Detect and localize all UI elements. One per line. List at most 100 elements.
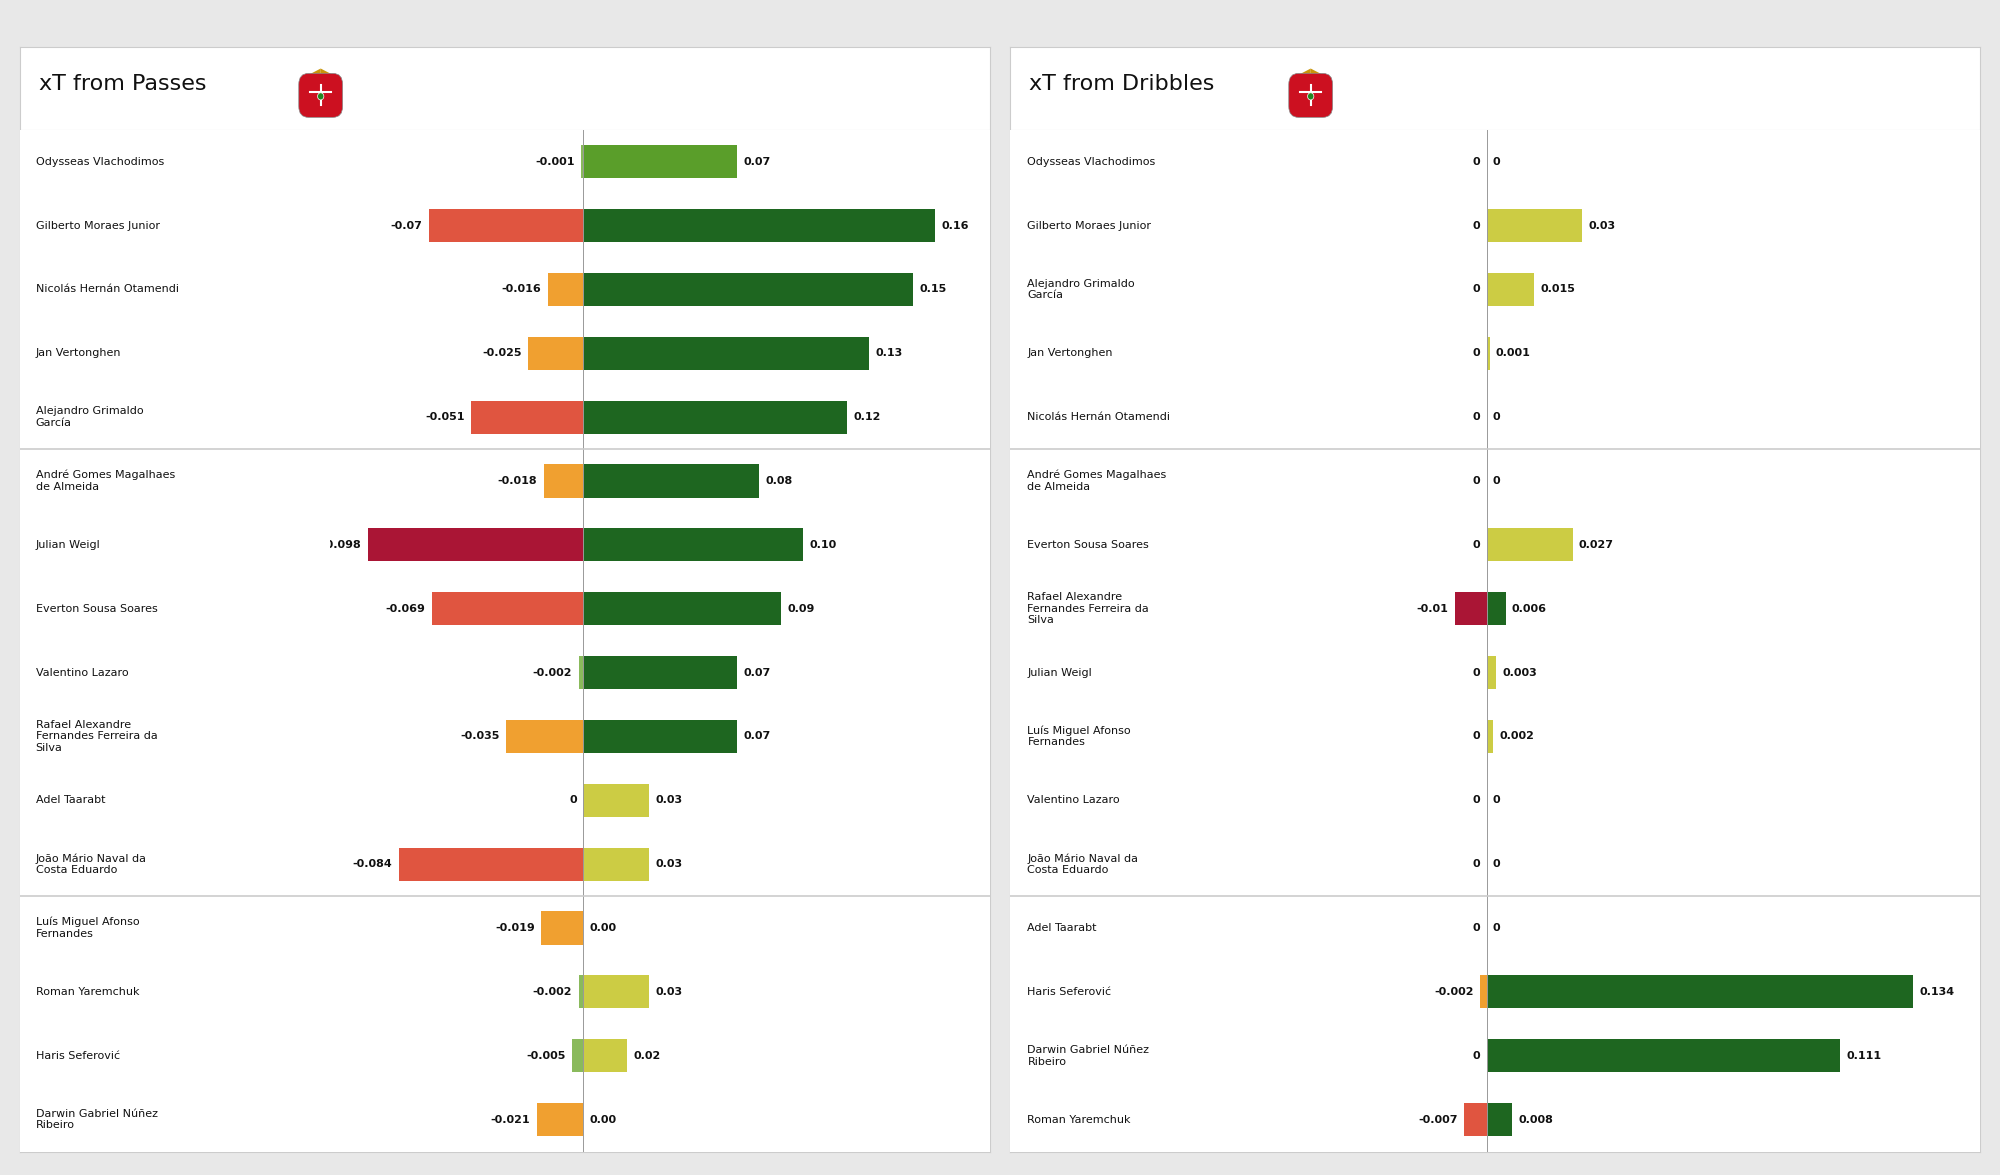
Text: 0: 0 [1492, 795, 1500, 805]
Text: 0.15: 0.15 [920, 284, 946, 295]
Bar [1486, 1103, 1512, 1136]
Text: Roman Yaremchuk: Roman Yaremchuk [36, 987, 140, 996]
Text: 0.001: 0.001 [1496, 348, 1530, 358]
Text: João Mário Naval da
Costa Eduardo: João Mário Naval da Costa Eduardo [36, 853, 146, 875]
Text: -0.035: -0.035 [460, 732, 500, 741]
Bar [578, 656, 584, 690]
Bar [584, 592, 782, 625]
Bar [472, 401, 584, 434]
Text: xT from Passes: xT from Passes [40, 74, 206, 94]
Bar [1480, 975, 1486, 1008]
Bar [1486, 273, 1534, 306]
Text: 0.07: 0.07 [744, 667, 770, 678]
Text: -0.025: -0.025 [482, 348, 522, 358]
Bar [1454, 592, 1486, 625]
Text: 0.002: 0.002 [1500, 732, 1534, 741]
Text: 0.008: 0.008 [1518, 1115, 1554, 1124]
Bar [584, 720, 738, 753]
Bar [584, 975, 650, 1008]
Text: 0.027: 0.027 [1578, 539, 1614, 550]
Text: Everton Sousa Soares: Everton Sousa Soares [1028, 539, 1150, 550]
Bar [584, 401, 848, 434]
Bar [1486, 975, 1914, 1008]
Text: Luís Miguel Afonso
Fernandes: Luís Miguel Afonso Fernandes [36, 916, 140, 939]
Bar [584, 146, 738, 179]
Text: 0.12: 0.12 [854, 412, 882, 422]
Text: Gilberto Moraes Junior: Gilberto Moraes Junior [1028, 221, 1152, 230]
Text: 0: 0 [1492, 412, 1500, 422]
Bar [544, 464, 584, 498]
Text: 0.00: 0.00 [590, 1115, 616, 1124]
Bar [1486, 592, 1506, 625]
Bar [398, 847, 584, 881]
Bar [1486, 1039, 1840, 1073]
Bar [506, 720, 584, 753]
Text: -0.007: -0.007 [1418, 1115, 1458, 1124]
Bar [1486, 656, 1496, 690]
Text: 0.09: 0.09 [788, 604, 816, 613]
Text: 0.00: 0.00 [590, 924, 616, 933]
Bar [1464, 1103, 1486, 1136]
Text: 0: 0 [1472, 156, 1480, 167]
Bar [584, 656, 738, 690]
Bar [432, 592, 584, 625]
Text: Nicolás Hernán Otamendi: Nicolás Hernán Otamendi [1028, 412, 1170, 422]
Text: -0.018: -0.018 [498, 476, 538, 486]
Text: Adel Taarabt: Adel Taarabt [36, 795, 106, 805]
Circle shape [1308, 93, 1314, 100]
Bar [542, 912, 584, 945]
Bar [1486, 337, 1490, 370]
Text: 0: 0 [1472, 924, 1480, 933]
Bar [548, 273, 584, 306]
Text: 0.07: 0.07 [744, 732, 770, 741]
Text: xT from Dribbles: xT from Dribbles [1030, 74, 1214, 94]
Text: 0: 0 [1472, 221, 1480, 230]
Text: 0.02: 0.02 [634, 1050, 662, 1061]
Bar [584, 273, 914, 306]
Text: Valentino Lazaro: Valentino Lazaro [36, 667, 128, 678]
Bar [572, 1039, 584, 1073]
Text: -0.002: -0.002 [1434, 987, 1474, 996]
Text: João Mário Naval da
Costa Eduardo: João Mário Naval da Costa Eduardo [1028, 853, 1138, 875]
Bar [538, 1103, 584, 1136]
Text: -0.019: -0.019 [496, 924, 534, 933]
Text: 0.07: 0.07 [744, 156, 770, 167]
Bar [584, 209, 936, 242]
Bar [584, 1039, 628, 1073]
Text: -0.07: -0.07 [390, 221, 422, 230]
Bar [1486, 720, 1492, 753]
Text: 0.111: 0.111 [1846, 1050, 1882, 1061]
Text: Haris Seferović: Haris Seferović [1028, 987, 1112, 996]
Text: Nicolás Hernán Otamendi: Nicolás Hernán Otamendi [36, 284, 178, 295]
Polygon shape [302, 68, 320, 87]
Text: -0.098: -0.098 [322, 539, 362, 550]
Bar [584, 337, 870, 370]
Bar [1486, 209, 1582, 242]
Text: Darwin Gabriel Núñez
Ribeiro: Darwin Gabriel Núñez Ribeiro [1028, 1045, 1150, 1067]
Text: -0.069: -0.069 [386, 604, 424, 613]
Text: 0.134: 0.134 [1920, 987, 1954, 996]
Text: 0: 0 [1492, 924, 1500, 933]
Text: 0: 0 [1472, 859, 1480, 870]
Text: 0.003: 0.003 [1502, 667, 1538, 678]
Text: 0: 0 [1492, 156, 1500, 167]
Text: -0.051: -0.051 [426, 412, 464, 422]
Text: 0.03: 0.03 [656, 859, 682, 870]
Text: -0.01: -0.01 [1416, 604, 1448, 613]
Text: Roman Yaremchuk: Roman Yaremchuk [1028, 1115, 1130, 1124]
Polygon shape [1292, 68, 1310, 87]
Text: Julian Weigl: Julian Weigl [1028, 667, 1092, 678]
Text: Alejandro Grimaldo
García: Alejandro Grimaldo García [1028, 278, 1136, 301]
Text: Jan Vertonghen: Jan Vertonghen [1028, 348, 1112, 358]
Bar [584, 529, 804, 562]
Text: -0.084: -0.084 [352, 859, 392, 870]
Text: 0: 0 [1492, 476, 1500, 486]
Text: 0: 0 [570, 795, 576, 805]
Text: André Gomes Magalhaes
de Almeida: André Gomes Magalhaes de Almeida [1028, 470, 1166, 492]
Text: Haris Seferović: Haris Seferović [36, 1050, 120, 1061]
Text: 0: 0 [1472, 348, 1480, 358]
Bar [584, 464, 760, 498]
Text: 0: 0 [1472, 795, 1480, 805]
Text: 0: 0 [1472, 476, 1480, 486]
Text: 0.03: 0.03 [656, 987, 682, 996]
